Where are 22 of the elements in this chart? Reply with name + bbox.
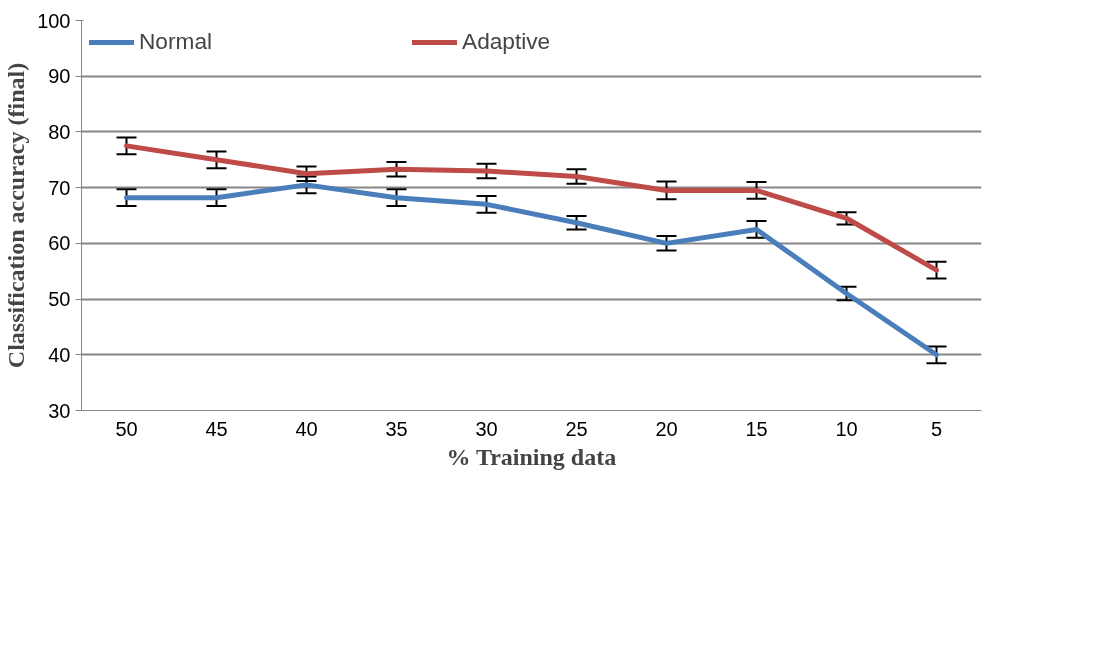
legend-label: Adaptive (462, 28, 551, 55)
x-tick-label: 15 (745, 417, 768, 440)
x-tick-label: 5 (930, 417, 943, 440)
x-tick-label: 35 (385, 417, 408, 440)
y-tick-label: 40 (48, 343, 71, 366)
x-tick-label: 10 (835, 417, 858, 440)
x-tick-label: 30 (475, 417, 498, 440)
x-axis-title: % Training data (446, 443, 617, 470)
x-tick-label: 40 (295, 417, 318, 440)
y-tick-label: 70 (48, 176, 71, 199)
legend-label: Normal (139, 28, 213, 55)
y-axis-title: Classification accuracy (final) (3, 62, 30, 369)
y-tick-label: 100 (37, 9, 71, 32)
y-tick-label: 30 (48, 399, 71, 422)
x-tick-label: 25 (565, 417, 588, 440)
y-tick-label: 90 (48, 65, 71, 88)
y-tick-label: 80 (48, 120, 71, 143)
x-tick-label: 45 (205, 417, 228, 440)
y-tick-label: 50 (48, 288, 71, 311)
x-tick-label: 20 (655, 417, 678, 440)
x-tick-label: 50 (115, 417, 138, 440)
y-tick-label: 60 (48, 232, 71, 255)
